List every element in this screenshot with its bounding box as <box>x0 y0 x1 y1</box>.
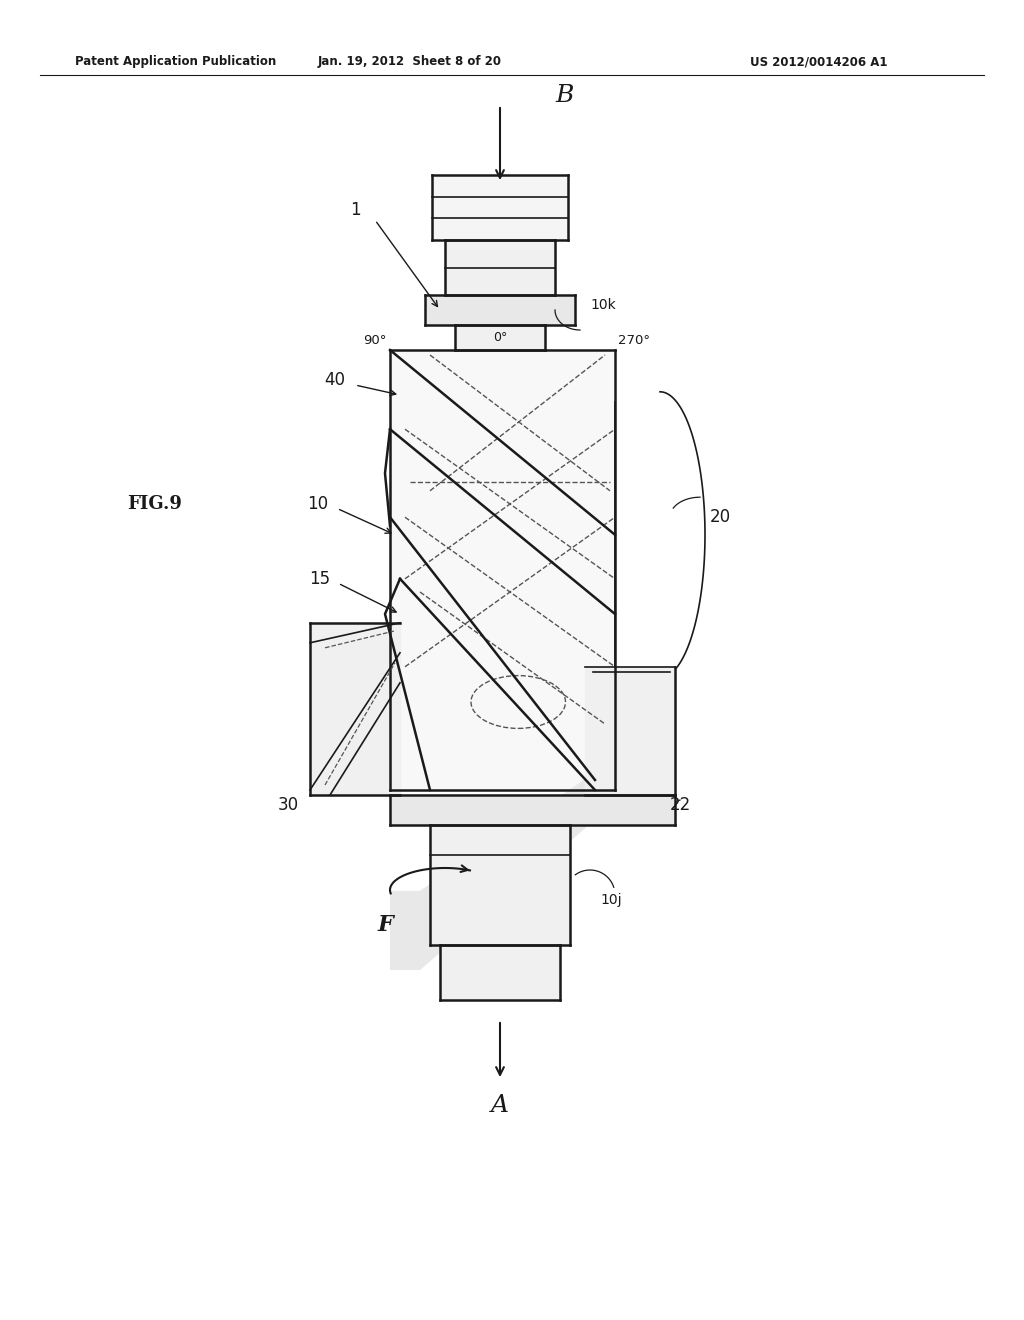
Text: 90°: 90° <box>364 334 387 347</box>
Text: 10: 10 <box>307 495 329 513</box>
Text: A: A <box>490 1093 509 1117</box>
Text: 40: 40 <box>325 371 345 389</box>
Text: 1: 1 <box>349 201 360 219</box>
Text: Jan. 19, 2012  Sheet 8 of 20: Jan. 19, 2012 Sheet 8 of 20 <box>318 55 502 69</box>
Polygon shape <box>440 945 560 1001</box>
Text: 10k: 10k <box>590 298 615 312</box>
Text: 22: 22 <box>670 796 691 814</box>
Polygon shape <box>430 825 570 945</box>
Polygon shape <box>390 759 615 970</box>
Polygon shape <box>390 350 615 789</box>
Polygon shape <box>425 294 575 325</box>
Polygon shape <box>585 667 675 795</box>
Polygon shape <box>445 240 555 294</box>
Text: 20: 20 <box>710 508 731 527</box>
Polygon shape <box>432 176 568 240</box>
Text: US 2012/0014206 A1: US 2012/0014206 A1 <box>750 55 888 69</box>
Text: 30: 30 <box>278 796 299 814</box>
Text: 15: 15 <box>309 570 331 587</box>
Text: Patent Application Publication: Patent Application Publication <box>75 55 276 69</box>
Text: F: F <box>377 913 393 936</box>
Polygon shape <box>310 623 400 795</box>
Text: 270°: 270° <box>618 334 650 347</box>
Polygon shape <box>455 325 545 350</box>
Text: 10j: 10j <box>600 894 622 907</box>
Text: B: B <box>556 83 574 107</box>
Text: FIG.9: FIG.9 <box>128 495 182 513</box>
Polygon shape <box>390 795 675 825</box>
Text: 0°: 0° <box>493 331 507 345</box>
